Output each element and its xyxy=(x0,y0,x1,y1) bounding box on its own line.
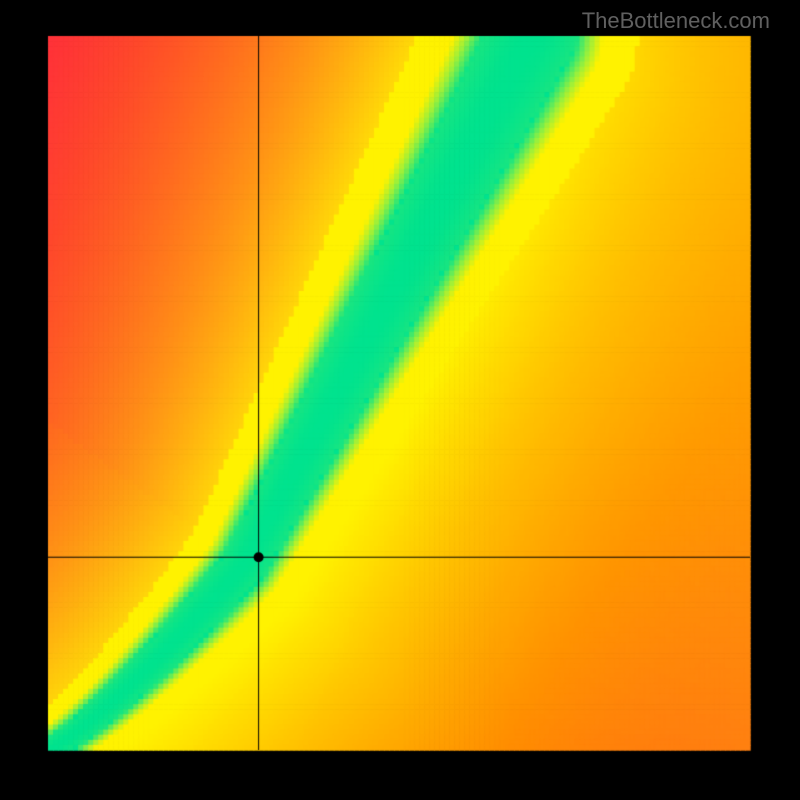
heatmap-canvas xyxy=(0,0,800,800)
watermark-text: TheBottleneck.com xyxy=(582,8,770,34)
chart-container: TheBottleneck.com xyxy=(0,0,800,800)
